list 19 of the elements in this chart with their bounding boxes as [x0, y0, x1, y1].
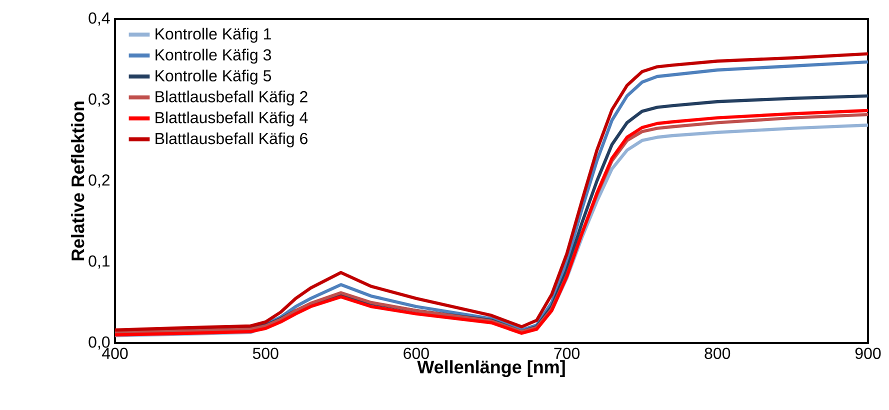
- x-tick-label: 700: [554, 348, 580, 360]
- x-tick-label: 600: [404, 348, 429, 360]
- x-tick-label: 400: [102, 348, 128, 360]
- legend-label: Kontrolle Käfig 1: [156, 28, 271, 43]
- legend-label: Blattlausbefall Käfig 4: [156, 112, 308, 126]
- legend-label: Kontrolle Käfig 3: [156, 48, 272, 64]
- y-tick-label: 0,3: [88, 93, 110, 107]
- legend-label: Blattlausbefall Käfig 6: [156, 132, 308, 148]
- x-tick-label: 500: [252, 348, 278, 360]
- x-tick-label: 900: [855, 348, 881, 360]
- y-tick-label: 0,2: [88, 174, 110, 188]
- y-tick-label: 0,0: [88, 336, 110, 350]
- y-tick-label: 0,1: [88, 255, 110, 269]
- y-axis-title: Relative Reflektion: [71, 102, 84, 260]
- y-tick-label: 0,4: [88, 12, 110, 26]
- legend-label: Kontrolle Käfig 5: [156, 70, 272, 85]
- legend-label: Blattlausbefall Käfig 2: [156, 90, 308, 106]
- x-tick-label: 800: [704, 348, 730, 360]
- x-axis-title: Wellenlänge [nm]: [417, 360, 565, 378]
